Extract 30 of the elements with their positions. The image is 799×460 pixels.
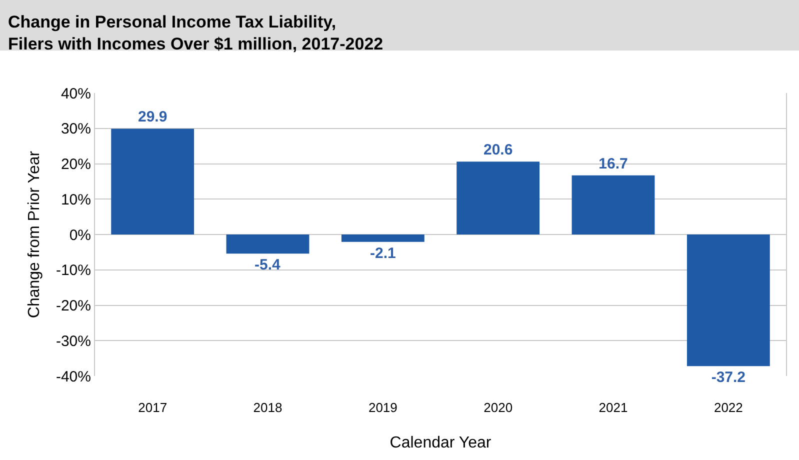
y-tick-label: 30% bbox=[60, 120, 91, 138]
x-tick-label: 2018 bbox=[253, 400, 282, 415]
bar bbox=[572, 175, 655, 234]
y-tick-label: 20% bbox=[60, 156, 91, 173]
x-tick-label: 2017 bbox=[138, 400, 168, 415]
y-tick-label: -30% bbox=[56, 332, 91, 350]
bar bbox=[226, 234, 310, 254]
x-tick-label: 2019 bbox=[368, 400, 398, 415]
y-tick-label: 0% bbox=[69, 226, 91, 244]
y-axis-title: Change from Prior Year bbox=[26, 150, 43, 318]
x-axis-title: Calendar Year bbox=[390, 434, 492, 452]
data-label: 20.6 bbox=[483, 142, 513, 159]
bar bbox=[111, 128, 194, 234]
chart-title: Change in Personal Income Tax Liability, Filers with Incomes Over $1 million, 2017-2022 bbox=[8, 12, 384, 54]
data-label: -2.1 bbox=[370, 244, 396, 262]
y-tick-label: 10% bbox=[60, 191, 91, 208]
data-label: 16.7 bbox=[598, 155, 628, 172]
data-label: -37.2 bbox=[711, 369, 746, 386]
x-tick-label: 2020 bbox=[484, 400, 513, 415]
y-tick-label: -20% bbox=[56, 298, 91, 314]
x-tick-label: 2022 bbox=[714, 400, 743, 415]
bar bbox=[456, 162, 540, 234]
y-tick-label: -10% bbox=[56, 262, 91, 280]
data-label: -5.4 bbox=[254, 256, 281, 274]
data-label: 29.9 bbox=[138, 108, 168, 126]
y-tick-label: -40% bbox=[56, 368, 91, 386]
x-tick-label: 2021 bbox=[598, 400, 628, 415]
bar bbox=[686, 234, 770, 366]
bar bbox=[341, 234, 424, 242]
y-tick-label: 40% bbox=[60, 85, 91, 102]
